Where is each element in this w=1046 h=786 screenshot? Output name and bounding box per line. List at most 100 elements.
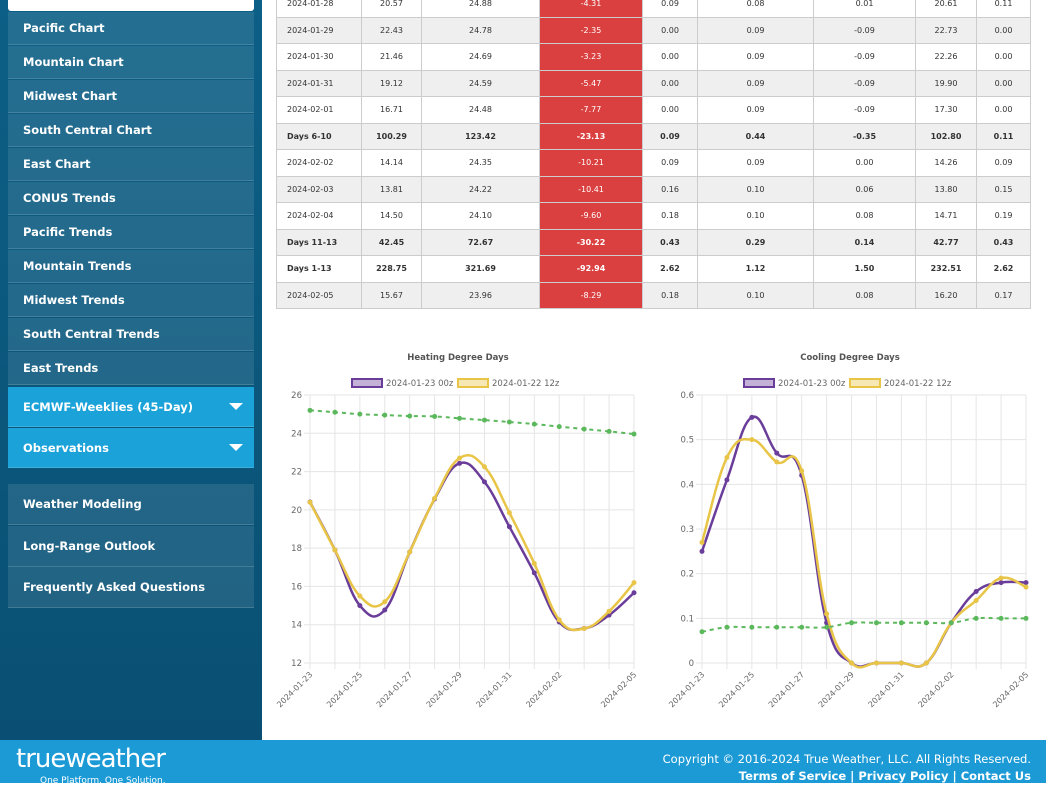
table-cell: 0.01 (813, 0, 916, 18)
table-cell: 22.26 (915, 43, 977, 71)
footer-link[interactable]: Contact Us (960, 769, 1031, 783)
menu-item[interactable]: CONUS Trends (8, 182, 254, 215)
menu-item[interactable]: South Central Trends (8, 318, 254, 351)
menu-link[interactable]: Weather Modeling (8, 484, 254, 525)
table-cell: 0.00 (976, 69, 1031, 97)
data-point (457, 460, 463, 466)
table-cell: 0.15 (976, 175, 1031, 203)
data-point (581, 426, 587, 432)
table-cell: 0.29 (697, 228, 814, 256)
footer-link[interactable]: Terms of Service (738, 769, 847, 783)
menu-item[interactable]: Mountain Chart (8, 46, 254, 79)
data-point (973, 615, 979, 621)
table-row: 2024-01-31 19.12 24.59 -5.47 0.00 0.09 -0.09 19… (276, 69, 1031, 97)
table-cell: 0.09 (697, 69, 814, 97)
table-cell: 14.14 (361, 149, 422, 177)
table-cell: 0.18 (642, 202, 698, 230)
y-tick-label: 26 (291, 391, 302, 401)
data-point (824, 620, 830, 626)
legend-label: 2024-01-23 00z (778, 379, 846, 389)
data-point (998, 580, 1004, 586)
data-point (898, 620, 904, 626)
menu-item[interactable]: East Trends (8, 352, 254, 385)
menu-expander[interactable]: Observations (8, 428, 254, 468)
data-point (506, 419, 512, 425)
table-cell: 1.12 (697, 255, 814, 283)
table-cell: 24.59 (421, 69, 540, 97)
data-point (724, 624, 730, 630)
copyright: Copyright © 2016-2024 True Weather, LLC.… (662, 752, 1031, 766)
data-point (923, 660, 929, 666)
x-tick-label: 2024-02-05 (599, 670, 638, 709)
data-point (873, 660, 879, 666)
menu-item[interactable]: South Central Chart (8, 114, 254, 147)
table-cell: 0.08 (813, 202, 916, 230)
menu-item[interactable]: Pacific Trends (8, 216, 254, 249)
table-cell: 24.88 (421, 0, 540, 18)
table-cell: 0.00 (642, 96, 698, 124)
menu-item[interactable]: East Chart (8, 148, 254, 181)
table-cell: 0.00 (976, 96, 1031, 124)
table-cell: -0.09 (813, 69, 916, 97)
chevron (229, 444, 243, 451)
data-point (407, 549, 413, 555)
footer: trueweather One Platform. One Solution. Co… (0, 740, 1046, 786)
x-tick-label: 2024-02-02 (916, 670, 955, 709)
data-point (357, 411, 363, 417)
table-cell: 2024-02-02 (276, 149, 362, 177)
y-tick-label: 0.5 (680, 436, 694, 446)
y-tick-label: 16 (291, 582, 302, 592)
menu-item[interactable]: Pacific Chart (8, 12, 254, 45)
data-point (531, 570, 537, 576)
data-point (998, 575, 1004, 581)
chart-title: Cooling Degree Days (800, 353, 900, 363)
table-cell: 0.09 (976, 149, 1031, 177)
data-point (432, 495, 438, 501)
search-box[interactable] (8, 0, 254, 11)
data-point (606, 428, 612, 434)
table-cell: 0.16 (642, 175, 698, 203)
table-cell: 0.43 (976, 228, 1031, 256)
separator: | (850, 769, 855, 783)
menu-item[interactable]: Midwest Chart (8, 80, 254, 113)
data-table: 2024-01-28 20.57 24.88 -4.31 0.09 0.08 0.01 20.… (276, 0, 1031, 309)
logo: trueweather (16, 744, 166, 774)
data-point (506, 524, 512, 530)
data-point (799, 468, 805, 474)
data-point (506, 510, 512, 516)
data-point (849, 660, 855, 666)
y-tick-label: 18 (291, 544, 302, 554)
table-row: 2024-01-29 22.43 24.78 -2.35 0.00 0.09 -0.09 22… (276, 16, 1031, 44)
data-point (606, 612, 612, 618)
menu-expander[interactable]: ECMWF-Weeklies (45-Day) (8, 387, 254, 427)
data-point (556, 619, 562, 625)
data-point (357, 593, 363, 599)
table-cell: 17.30 (915, 96, 977, 124)
table-cell: 232.51 (915, 255, 977, 283)
x-tick-label: 2024-01-27 (375, 670, 414, 709)
table-cell: 15.67 (361, 281, 422, 309)
table-row: Days 11-13 42.45 72.67 -30.22 0.43 0.29 0.14 42… (276, 228, 1031, 256)
menu-item[interactable]: Midwest Trends (8, 284, 254, 317)
table-cell: 0.11 (976, 122, 1031, 150)
legend-swatch (849, 378, 881, 388)
data-point (948, 620, 954, 626)
data-point (749, 414, 755, 420)
table-row: 2024-02-01 16.71 24.48 -7.77 0.00 0.09 -0.09 17… (276, 96, 1031, 124)
table-cell: 24.10 (421, 202, 540, 230)
data-point (631, 431, 637, 437)
y-tick-label: 20 (291, 506, 302, 516)
data-point (481, 417, 487, 423)
x-tick-label: 2024-02-05 (991, 670, 1030, 709)
menu-link[interactable]: Long-Range Outlook (8, 525, 254, 567)
table-cell: 0.00 (976, 43, 1031, 71)
data-point (556, 617, 562, 623)
data-point (898, 660, 904, 666)
menu-item[interactable]: Mountain Trends (8, 250, 254, 283)
data-point (948, 620, 954, 626)
footer-link[interactable]: Privacy Policy (858, 769, 949, 783)
table-row: Days 6-10 100.29 123.42 -23.13 0.09 0.44 -0.35… (276, 122, 1031, 150)
data-point (432, 413, 438, 419)
table-cell: 102.80 (915, 122, 977, 150)
menu-link[interactable]: Frequently Asked Questions (8, 567, 254, 608)
